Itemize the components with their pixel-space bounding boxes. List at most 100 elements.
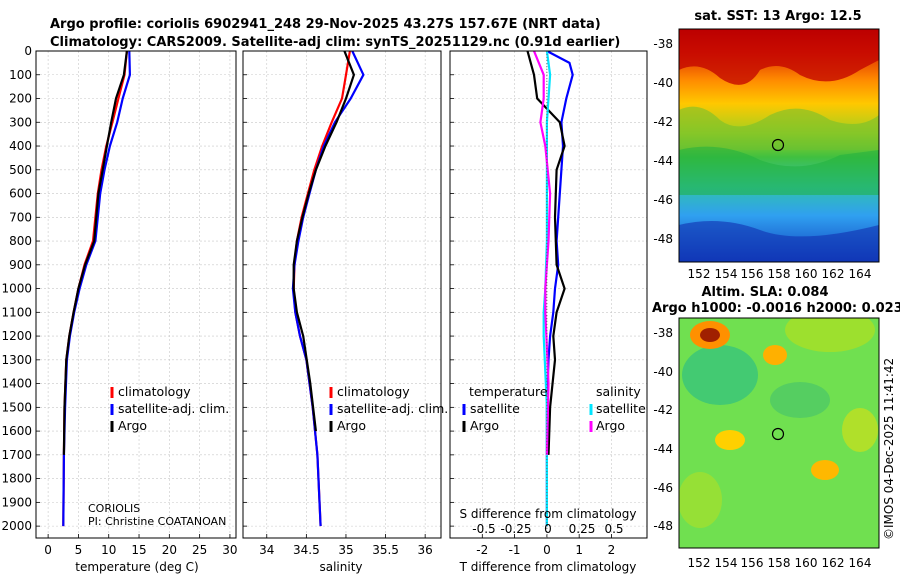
sla-eddy-warm [715,430,745,450]
lon-tick: 154 [715,556,738,570]
s-difference-label: S difference from climatology [460,507,637,521]
lon-tick: 164 [849,556,872,570]
depth-tick-label: 600 [9,187,32,201]
salinity-panel: 34 34.5 35 35.5 36 [242,50,442,557]
lon-tick: 158 [768,267,791,281]
x-tick-label: 1 [575,543,583,557]
depth-tick-label: 2000 [1,519,32,533]
s-tick: -0.25 [500,522,531,536]
temperature-xlabel: temperature (deg C) [75,560,198,574]
depth-tick-label: 500 [9,163,32,177]
x-tick-label: -1 [509,543,521,557]
sla-lon-ticks: 152 154 156 158 160 162 164 [688,556,872,570]
source-pi: PI: Christine COATANOAN [88,515,226,528]
lon-tick: 152 [688,267,711,281]
legend-title-salinity: salinity [596,384,641,399]
legend-title-temperature: temperature [469,384,548,399]
lat-tick: -48 [653,232,673,246]
lon-tick: 158 [768,556,791,570]
depth-tick-label: 700 [9,210,32,224]
x-tick-label: -2 [476,543,488,557]
depth-tick-label: 300 [9,115,32,129]
lat-tick: -42 [653,403,673,417]
difference-xlabel: T difference from climatology [459,560,637,574]
depth-tick-label: 800 [9,234,32,248]
x-tick-label: 36 [418,543,433,557]
legend-satellite: satellite-adj. clim. [337,401,448,416]
sla-map-subtitle: Argo h1000: -0.0016 h2000: 0.023 [652,301,900,316]
plot-frame [242,50,442,539]
lat-tick: -48 [653,519,673,533]
series-group [62,51,131,527]
sla-eddy [682,345,758,405]
depth-tick-label: 1500 [1,400,32,414]
argo-location-marker [771,427,785,441]
plot-frame [449,50,648,539]
lat-tick: -46 [653,481,673,495]
sla-map-title: Altim. SLA: 0.084 [702,285,829,300]
lat-tick: -38 [653,37,673,51]
sla-eddy [770,382,830,418]
lon-tick: 160 [795,556,818,570]
sla-eddy [785,318,875,352]
sla-eddy-warm [811,460,839,480]
lat-tick: -44 [653,442,673,456]
temperature-legend: climatology satellite-adj. clim. Argo [110,384,229,433]
sla-eddy [679,472,722,528]
x-tick-label: 2 [608,543,616,557]
header-line1: Argo profile: coriolis 6902941_248 29-No… [50,17,601,32]
depth-tick-label: 1800 [1,472,32,486]
plot-area [450,51,647,538]
legend-t-satellite: satellite [470,401,520,416]
x-tick-label: 0 [44,543,52,557]
salinity-legend: climatology satellite-adj. clim. Argo [329,384,448,433]
x-tick-label: 20 [162,543,177,557]
s-tick: 0.25 [569,522,596,536]
sla-eddy [842,408,878,452]
x-tick-label: 30 [222,543,237,557]
lat-tick: -42 [653,115,673,129]
lon-tick: 156 [741,267,764,281]
x-tick-label: 34.5 [293,543,320,557]
sst-warm-patch [679,29,879,85]
legend-s-argo: Argo [596,418,625,433]
legend-t-argo: Argo [470,418,499,433]
depth-axis: 0 100 200 300 400 500 600 700 800 900 1000 1100 1200… [1,44,32,533]
series-line-s-argo [532,51,552,455]
sst-front [679,106,879,150]
depth-tick-label: 0 [24,44,32,58]
sla-lat-ticks: -38 -40 -42 -44 -46 -48 [653,326,673,533]
sla-eddy-warm [763,345,787,365]
depth-tick-label: 1000 [1,282,32,296]
difference-panel: -2 -1 0 1 2 [449,50,648,557]
depth-tick-label: 200 [9,92,32,106]
s-tick: 0 [544,522,552,536]
lon-tick: 154 [715,267,738,281]
lon-tick: 162 [822,556,845,570]
lat-tick: -38 [653,326,673,340]
sst-map-frame [678,28,880,263]
sla-eddy-core [700,328,720,342]
header-line2: Climatology: CARS2009. Satellite-adj cli… [50,35,620,50]
lat-tick: -44 [653,154,673,168]
plot-frame [35,50,237,539]
series-line-argo [292,51,355,432]
sst-map [679,29,879,262]
legend-satellite: satellite-adj. clim. [118,401,229,416]
sst-cold-patch [679,221,879,262]
legend-argo: Argo [118,418,147,433]
series-line-t-argo [526,51,566,455]
depth-tick-label: 1200 [1,329,32,343]
depth-tick-label: 1900 [1,495,32,509]
difference-legend: temperature satellite Argo salinity sate… [462,384,646,433]
s-tick: -0.5 [472,522,495,536]
legend-climatology: climatology [118,384,191,399]
sst-cool-band [679,146,879,195]
depth-tick-label: 900 [9,258,32,272]
x-tick-label: 25 [192,543,207,557]
temperature-panel: 0 5 10 15 20 25 30 [35,50,238,557]
depth-tick-label: 1300 [1,353,32,367]
x-tick-label: 35.5 [372,543,399,557]
depth-tick-label: 1600 [1,424,32,438]
sst-map-title: sat. SST: 13 Argo: 12.5 [694,9,861,24]
